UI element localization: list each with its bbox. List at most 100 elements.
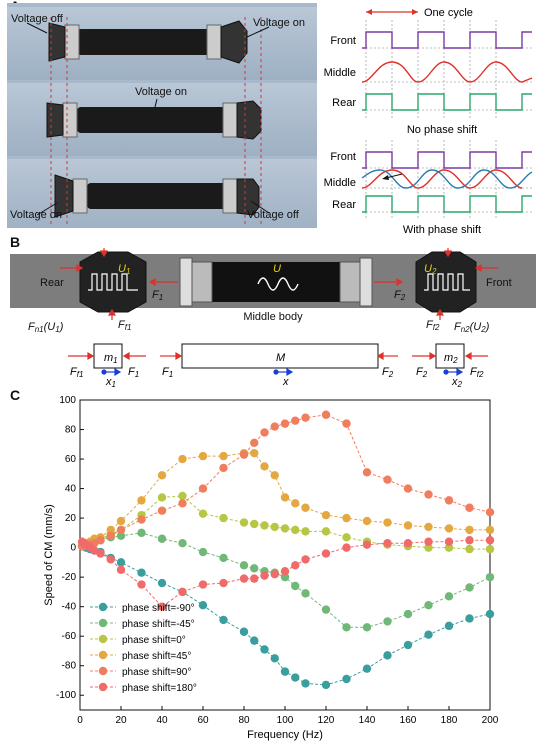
label-U2: U2 bbox=[424, 263, 437, 276]
data-point bbox=[219, 451, 228, 461]
label-middle-body: Middle body bbox=[243, 311, 303, 323]
label-F1-left-of-M: F1 bbox=[162, 366, 173, 379]
label-Ff1-top: Ff1 bbox=[118, 319, 131, 332]
data-point bbox=[280, 572, 290, 582]
middle-wave-1 bbox=[361, 61, 533, 83]
legend-marker bbox=[98, 618, 108, 628]
data-point bbox=[116, 516, 126, 526]
label-Fn2: Fn2(U2) bbox=[454, 321, 490, 334]
data-point bbox=[157, 578, 167, 588]
data-point bbox=[96, 549, 105, 558]
x-tick-label: 100 bbox=[277, 715, 294, 726]
data-point bbox=[465, 503, 474, 512]
data-point bbox=[157, 506, 167, 515]
data-point bbox=[342, 513, 351, 523]
panel-c-label: C bbox=[10, 387, 21, 403]
actuator-photo: Voltage off Voltage on Voltage on Voltag… bbox=[7, 3, 317, 228]
label-U: U bbox=[273, 263, 281, 275]
data-point bbox=[342, 533, 351, 542]
waveform-diagram: One cycle Front Middle Rear No phase shi… bbox=[324, 7, 534, 236]
label-x2: x2 bbox=[451, 376, 463, 388]
data-point bbox=[444, 592, 454, 601]
y-tick-label: -20 bbox=[62, 572, 77, 583]
data-point bbox=[137, 496, 146, 505]
data-point bbox=[280, 493, 290, 502]
data-point bbox=[485, 507, 495, 517]
data-point bbox=[321, 680, 331, 690]
data-point bbox=[260, 462, 269, 471]
label-m1: m1 bbox=[104, 352, 118, 365]
shift-arrow bbox=[385, 173, 403, 179]
data-point bbox=[342, 543, 351, 552]
data-point bbox=[260, 521, 269, 530]
data-point bbox=[321, 410, 331, 419]
data-point bbox=[485, 609, 495, 619]
data-point bbox=[198, 600, 208, 610]
data-point bbox=[291, 416, 300, 425]
data-point bbox=[219, 513, 228, 523]
label-x: x bbox=[282, 376, 289, 388]
row-label-front-1: Front bbox=[330, 35, 356, 47]
data-point bbox=[362, 623, 372, 632]
data-point bbox=[239, 627, 249, 636]
data-point bbox=[239, 561, 249, 570]
label-voltage-off-top: Voltage off bbox=[11, 13, 63, 25]
x-tick-label: 80 bbox=[238, 715, 250, 726]
label-U1: U1 bbox=[118, 263, 130, 276]
middle-wave-red-2 bbox=[361, 169, 523, 189]
data-point bbox=[250, 519, 259, 529]
data-point bbox=[424, 490, 433, 499]
data-point bbox=[250, 574, 259, 583]
x-tick-label: 180 bbox=[441, 715, 458, 726]
data-point bbox=[198, 484, 208, 493]
data-point bbox=[270, 471, 279, 480]
middle-body bbox=[210, 262, 340, 302]
data-point bbox=[219, 463, 228, 473]
data-point bbox=[383, 617, 392, 626]
plot-frame bbox=[79, 399, 491, 711]
data-point bbox=[157, 493, 167, 502]
data-point bbox=[219, 553, 228, 563]
data-point bbox=[116, 565, 126, 574]
data-point bbox=[137, 568, 146, 577]
label-voltage-off-bottom: Voltage off bbox=[247, 209, 299, 221]
data-point bbox=[198, 451, 208, 461]
data-point bbox=[270, 422, 279, 431]
data-point bbox=[96, 536, 105, 545]
data-point bbox=[291, 581, 300, 591]
middle-wave-blue-2 bbox=[361, 169, 533, 189]
legend-marker bbox=[98, 682, 108, 692]
rear-wave-1 bbox=[362, 93, 532, 111]
series-line bbox=[82, 545, 491, 686]
data-point bbox=[403, 538, 413, 548]
label-rear: Rear bbox=[40, 277, 64, 289]
data-point bbox=[424, 630, 433, 639]
label-voltage-on-middle: Voltage on bbox=[135, 86, 187, 98]
data-point bbox=[250, 636, 259, 645]
y-tick-label: 80 bbox=[65, 425, 77, 436]
row-label-rear-2: Rear bbox=[332, 199, 356, 211]
data-point bbox=[137, 528, 146, 538]
data-point bbox=[321, 527, 331, 536]
data-point bbox=[403, 484, 413, 493]
data-point bbox=[178, 499, 187, 508]
force-diagram: U U1 U2 Rear Front Middle body F1 F2 Fn1… bbox=[10, 248, 536, 388]
y-tick-label: 20 bbox=[65, 513, 77, 524]
data-point bbox=[219, 578, 228, 588]
data-point bbox=[219, 615, 228, 625]
data-point bbox=[280, 567, 290, 576]
data-point bbox=[106, 525, 115, 535]
data-point bbox=[465, 536, 474, 545]
label-F1-right-of-m1: F1 bbox=[128, 366, 139, 379]
legend-label: phase shift=-90° bbox=[122, 603, 195, 614]
actuator-drawing bbox=[26, 17, 270, 225]
data-point bbox=[260, 645, 269, 654]
y-tick-label: 60 bbox=[65, 454, 77, 465]
series-5 bbox=[77, 536, 495, 611]
data-point bbox=[444, 537, 454, 546]
data-point bbox=[178, 491, 187, 501]
data-point bbox=[321, 605, 331, 614]
data-point bbox=[465, 583, 474, 592]
data-point bbox=[465, 614, 474, 623]
data-point bbox=[178, 454, 187, 464]
